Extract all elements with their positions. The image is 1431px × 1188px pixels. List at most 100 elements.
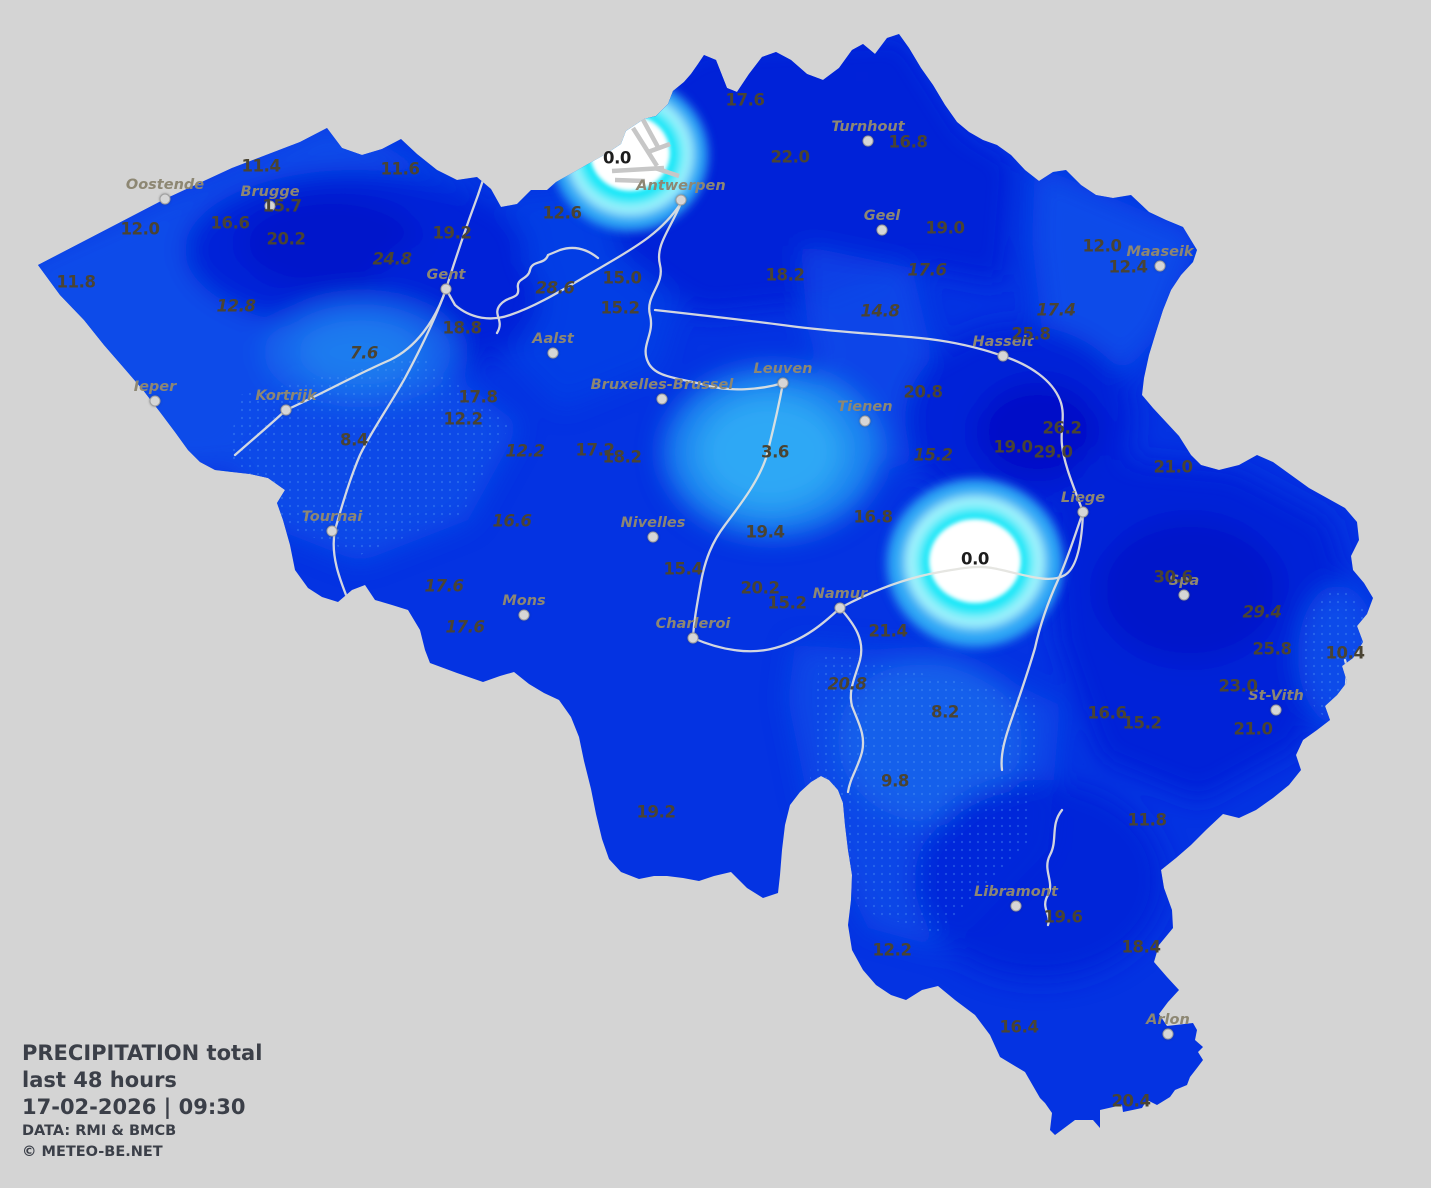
city-label: Arlon — [1146, 1012, 1190, 1028]
station-value: 16.8 — [853, 507, 893, 527]
copyright: © METEO-BE.NET — [22, 1144, 163, 1160]
station-value: 12.2 — [505, 441, 545, 461]
city-label: Oostende — [125, 177, 205, 193]
station-value: 12.2 — [872, 940, 912, 960]
station-value: 12.0 — [1082, 236, 1122, 256]
station-value: 17.6 — [907, 260, 947, 280]
station-value: 12.4 — [1108, 257, 1148, 277]
station-value: 15.2 — [600, 298, 640, 318]
station-value: 17.4 — [1036, 300, 1076, 320]
city-label: Antwerpen — [636, 178, 726, 194]
station-value: 0.0 — [602, 148, 632, 168]
station-value: 17.8 — [458, 387, 498, 407]
city-label: Tournai — [301, 509, 363, 525]
station-value: 30.6 — [1153, 567, 1193, 587]
station-value: 19.2 — [636, 802, 676, 822]
city-label: Ieper — [133, 379, 177, 395]
station-value: 25.8 — [1011, 324, 1051, 344]
station-value: 15.4 — [663, 559, 703, 579]
map-title: PRECIPITATION total — [22, 1041, 263, 1065]
station-value: 15.2 — [1122, 713, 1162, 733]
station-value: 22.0 — [770, 147, 810, 167]
data-source: DATA: RMI & BMCB — [22, 1123, 177, 1139]
city-label: Turnhout — [831, 119, 905, 135]
city-dot — [440, 283, 452, 295]
station-value: 23.0 — [1218, 676, 1258, 696]
city-dot — [518, 609, 530, 621]
city-label: Geel — [863, 208, 901, 224]
city-dot — [1077, 506, 1089, 518]
station-value: 24.8 — [372, 249, 412, 269]
station-value: 12.8 — [216, 296, 256, 316]
city-dot — [547, 347, 559, 359]
city-label: Gent — [426, 267, 466, 283]
city-label: Brugge — [240, 184, 300, 200]
station-value: 16.6 — [210, 213, 250, 233]
city-dot — [1178, 589, 1190, 601]
city-dot — [326, 525, 338, 537]
station-value: 7.6 — [349, 343, 379, 363]
station-value: 18.8 — [442, 318, 482, 338]
city-label: Spa — [1168, 573, 1200, 589]
station-value: 19.2 — [432, 223, 472, 243]
city-dot — [264, 200, 276, 212]
station-value: 17.6 — [424, 576, 464, 596]
station-value: 11.8 — [1127, 810, 1167, 830]
station-value: 20.2 — [266, 229, 306, 249]
station-value: 15.0 — [602, 268, 642, 288]
station-value: 11.8 — [56, 272, 96, 292]
station-value: 16.6 — [1087, 703, 1127, 723]
station-value: 19.0 — [993, 437, 1033, 457]
station-value: 21.0 — [1153, 457, 1193, 477]
city-dot — [656, 393, 668, 405]
city-dot — [647, 531, 659, 543]
baarle-hertog-enclave — [856, 72, 868, 81]
station-value: 0.0 — [960, 549, 990, 569]
station-value: 8.2 — [930, 702, 960, 722]
city-dot — [1270, 704, 1282, 716]
map-subtitle: last 48 hours — [22, 1068, 177, 1092]
city-label: Bruxelles-Brussel — [590, 377, 734, 393]
city-label: Mons — [502, 593, 546, 609]
station-value: 17.6 — [725, 90, 765, 110]
station-value: 19.0 — [925, 218, 965, 238]
station-value: 15.7 — [262, 196, 302, 216]
city-label: Aalst — [532, 331, 574, 347]
station-value: 19.4 — [745, 522, 785, 542]
city-dot — [876, 224, 888, 236]
station-value: 17.2 — [575, 440, 615, 460]
station-value: 16.8 — [888, 132, 928, 152]
station-value: 20.4 — [1111, 1091, 1151, 1111]
map-datetime: 17-02-2026 | 09:30 — [22, 1095, 246, 1119]
city-label: Maaseik — [1126, 244, 1194, 260]
station-value: 21.0 — [1233, 719, 1273, 739]
station-value: 18.2 — [765, 265, 805, 285]
city-label: Charleroi — [655, 616, 731, 632]
city-label: Libramont — [974, 884, 1058, 900]
station-value: 18.4 — [1121, 937, 1161, 957]
station-value: 25.8 — [1252, 639, 1292, 659]
station-value: 15.2 — [767, 593, 807, 613]
city-label: Leuven — [753, 361, 813, 377]
station-value: 3.6 — [760, 442, 790, 462]
station-value: 12.6 — [542, 203, 582, 223]
station-value: 16.6 — [492, 511, 532, 531]
station-value: 18.2 — [602, 447, 642, 467]
station-value: 16.4 — [999, 1017, 1039, 1037]
station-value: 8.4 — [339, 430, 369, 450]
city-dot — [675, 194, 687, 206]
station-value: 20.8 — [827, 674, 867, 694]
station-value: 21.4 — [868, 621, 908, 641]
city-dot — [159, 193, 171, 205]
city-dot — [149, 395, 161, 407]
city-label: Kortrijk — [255, 388, 317, 404]
city-label: Liege — [1060, 490, 1106, 506]
station-value: 11.4 — [241, 156, 281, 176]
station-value: 20.2 — [740, 578, 780, 598]
station-value: 11.6 — [380, 159, 420, 179]
station-value: 10.4 — [1325, 643, 1365, 663]
station-value: 9.8 — [880, 771, 910, 791]
antwerp-harbor-docks — [611, 114, 680, 184]
